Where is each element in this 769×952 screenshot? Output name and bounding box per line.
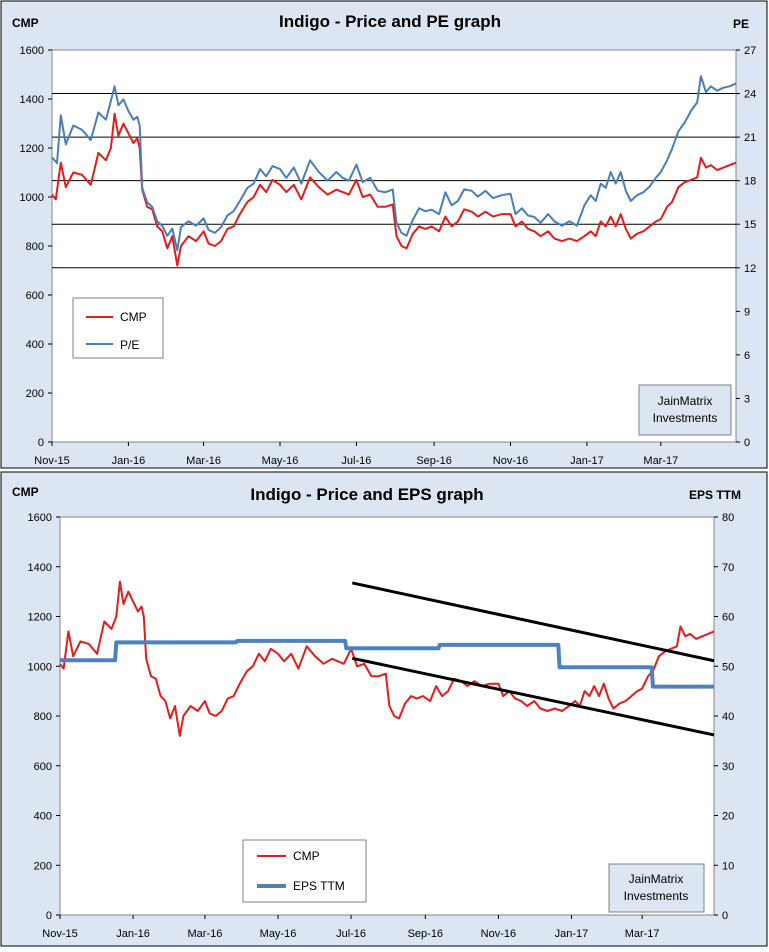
eps-x-tick-label: Nov-16 xyxy=(481,928,516,940)
eps-left-tick-label: 400 xyxy=(34,811,52,823)
pe-right-ticks: 0 3 6 9 12 15 18 21 24 27 xyxy=(736,45,756,449)
eps-right-tick-label: 80 xyxy=(722,512,734,524)
pe-left-tick-label: 1200 xyxy=(20,143,44,155)
pe-left-tick-label: 800 xyxy=(26,241,44,253)
eps-watermark-line-2: Investments xyxy=(624,889,689,903)
eps-right-axis-label: EPS TTM xyxy=(689,488,741,502)
pe-series-lines xyxy=(51,75,737,267)
eps-x-ticks: Nov-15 Jan-16 Mar-16 May-16 Jul-16 Sep-16 Nov-… xyxy=(42,915,660,940)
pe-left-tick-label: 200 xyxy=(26,388,44,400)
eps-legend-cmp-label: CMP xyxy=(293,849,320,863)
pe-chart-panel: Indigo - Price and PE graph CMP PE 0 200 4… xyxy=(0,0,768,469)
pe-right-tick-label: 24 xyxy=(744,89,756,101)
eps-right-tick-label: 30 xyxy=(722,761,734,773)
eps-chart-panel: Indigo - Price and EPS graph CMP EPS TTM… xyxy=(0,471,768,947)
eps-x-tick-label: Jul-16 xyxy=(336,928,366,940)
eps-left-tick-label: 1600 xyxy=(28,512,52,524)
eps-x-tick-label: Mar-17 xyxy=(625,928,660,940)
pe-chart-title: Indigo - Price and PE graph xyxy=(279,12,501,31)
eps-x-tick-label: Jan-16 xyxy=(116,928,150,940)
pe-legend-box xyxy=(72,297,164,359)
pe-right-tick-label: 18 xyxy=(744,176,756,188)
pe-right-tick-label: 0 xyxy=(744,437,750,449)
pe-plot-area xyxy=(51,49,737,443)
pe-right-axis-label: PE xyxy=(733,17,749,31)
pe-x-tick-label: Nov-16 xyxy=(493,455,528,467)
pe-right-tick-label: 9 xyxy=(744,306,750,318)
eps-chart-title: Indigo - Price and EPS graph xyxy=(250,485,483,504)
eps-left-ticks: 0 200 400 600 800 1000 1200 1400 1600 xyxy=(28,512,60,922)
pe-x-tick-label: Jan-17 xyxy=(570,455,604,467)
pe-watermark: JainMatrix Investments xyxy=(638,384,732,436)
pe-x-tick-label: May-16 xyxy=(262,455,299,467)
eps-series-lines xyxy=(59,580,715,737)
pe-legend-cmp-label: CMP xyxy=(120,310,147,324)
eps-trendline-1 xyxy=(351,581,715,663)
eps-right-ticks: 0 10 20 30 40 50 60 70 80 xyxy=(714,512,734,922)
pe-left-tick-label: 1000 xyxy=(20,192,44,204)
eps-right-tick-label: 0 xyxy=(722,910,728,922)
eps-right-tick-label: 40 xyxy=(722,711,734,723)
eps-left-tick-label: 1000 xyxy=(28,661,52,673)
eps-series-eps-ttm xyxy=(60,638,714,689)
eps-legend: CMP EPS TTM xyxy=(242,839,367,903)
eps-left-tick-label: 1200 xyxy=(28,612,52,624)
pe-x-tick-label: Mar-16 xyxy=(186,455,221,467)
pe-left-tick-label: 1400 xyxy=(20,94,44,106)
pe-left-tick-label: 0 xyxy=(38,437,44,449)
eps-left-tick-label: 800 xyxy=(34,711,52,723)
pe-legend: CMP P/E xyxy=(72,297,164,359)
eps-legend-eps-label: EPS TTM xyxy=(293,879,345,893)
pe-watermark-box xyxy=(638,384,732,436)
pe-x-tick-label: Mar-17 xyxy=(643,455,678,467)
pe-right-tick-label: 15 xyxy=(744,219,756,231)
pe-left-tick-label: 400 xyxy=(26,339,44,351)
eps-left-tick-label: 0 xyxy=(46,910,52,922)
pe-x-tick-label: Jul-16 xyxy=(341,455,371,467)
eps-right-tick-label: 10 xyxy=(722,860,734,872)
pe-left-ticks: 0 200 400 600 800 1000 1200 1400 1600 xyxy=(20,45,52,449)
pe-left-axis-label: CMP xyxy=(12,16,39,30)
eps-left-axis-label: CMP xyxy=(12,485,39,499)
pe-right-tick-label: 21 xyxy=(744,132,756,144)
eps-x-tick-label: Jan-17 xyxy=(555,928,589,940)
pe-series-cmp xyxy=(51,112,737,267)
eps-x-tick-label: Sep-16 xyxy=(408,928,443,940)
eps-plot-area xyxy=(59,516,715,916)
eps-right-tick-label: 20 xyxy=(722,811,734,823)
pe-legend-pe-label: P/E xyxy=(120,338,139,352)
eps-right-tick-label: 60 xyxy=(722,612,734,624)
pe-watermark-line-2: Investments xyxy=(653,411,718,425)
pe-right-tick-label: 12 xyxy=(744,263,756,275)
eps-right-tick-label: 70 xyxy=(722,562,734,574)
pe-left-tick-label: 1600 xyxy=(20,45,44,57)
pe-series-p-e xyxy=(51,75,737,252)
eps-left-tick-label: 1400 xyxy=(28,562,52,574)
eps-left-tick-label: 200 xyxy=(34,860,52,872)
pe-x-ticks: Nov-15 Jan-16 Mar-16 May-16 Jul-16 Sep-16 Nov-… xyxy=(34,442,678,467)
pe-right-tick-label: 3 xyxy=(744,393,750,405)
pe-right-tick-label: 6 xyxy=(744,350,750,362)
pe-x-tick-label: Jan-16 xyxy=(112,455,146,467)
eps-trendline-2 xyxy=(351,656,715,737)
eps-left-tick-label: 600 xyxy=(34,761,52,773)
eps-legend-box xyxy=(242,839,367,903)
eps-series-cmp xyxy=(59,580,715,737)
eps-watermark: JainMatrix Investments xyxy=(608,863,705,913)
eps-watermark-box xyxy=(608,863,705,913)
pe-right-tick-label: 27 xyxy=(744,45,756,57)
eps-watermark-line-1: JainMatrix xyxy=(629,872,684,886)
pe-x-tick-label: Nov-15 xyxy=(34,455,69,467)
pe-gridlines xyxy=(52,93,736,269)
eps-x-tick-label: Mar-16 xyxy=(188,928,223,940)
pe-x-tick-label: Sep-16 xyxy=(416,455,451,467)
eps-x-tick-label: May-16 xyxy=(260,928,297,940)
pe-left-tick-label: 600 xyxy=(26,290,44,302)
pe-watermark-line-1: JainMatrix xyxy=(658,394,713,408)
eps-x-tick-label: Nov-15 xyxy=(42,928,77,940)
eps-right-tick-label: 50 xyxy=(722,661,734,673)
